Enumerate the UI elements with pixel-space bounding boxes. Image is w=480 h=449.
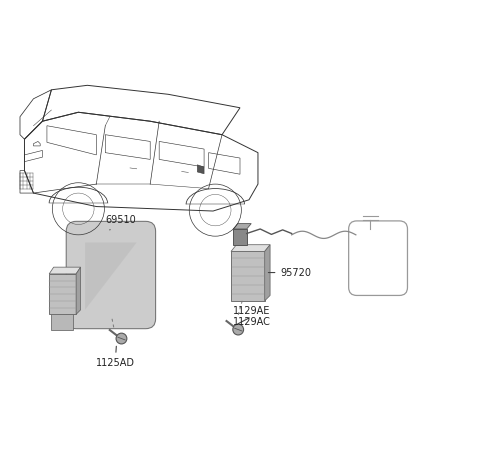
Text: 69510: 69510 [106,215,136,230]
Polygon shape [264,245,270,301]
Polygon shape [49,274,76,314]
Polygon shape [197,165,204,174]
Polygon shape [233,224,251,229]
Circle shape [116,333,127,344]
Polygon shape [231,245,270,251]
Polygon shape [76,267,81,314]
Circle shape [233,324,243,335]
Polygon shape [231,251,264,301]
Polygon shape [51,314,73,330]
Text: 1125AD: 1125AD [96,346,135,368]
FancyBboxPatch shape [66,221,156,329]
Polygon shape [49,267,81,274]
Polygon shape [85,242,137,310]
Polygon shape [233,229,247,245]
Text: 95720: 95720 [268,268,312,277]
Text: 1129AE
1129AC: 1129AE 1129AC [233,306,271,327]
